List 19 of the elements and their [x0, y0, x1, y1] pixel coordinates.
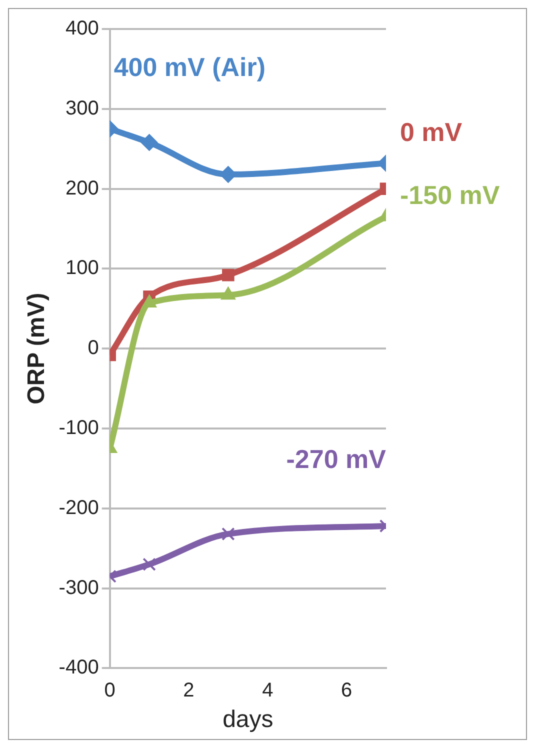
y-tick-label: 0 — [88, 337, 99, 360]
series-label: -150 mV — [400, 180, 500, 210]
y-tick-label: -300 — [58, 576, 99, 599]
series-label: 400 mV (Air) — [114, 52, 266, 82]
y-tick-label: -100 — [58, 417, 99, 440]
series-label: -270 mV — [286, 444, 387, 474]
y-tick-label: -200 — [58, 496, 99, 519]
y-tick-label: -400 — [58, 656, 99, 679]
x-tick-label: 4 — [262, 680, 274, 702]
y-tick-label: 400 — [65, 18, 99, 40]
y-tick-label: 200 — [65, 177, 99, 200]
y-axis-title: ORP (mV) — [23, 292, 50, 404]
series-label: 0 mV — [400, 116, 463, 147]
y-tick-label: 300 — [65, 97, 99, 120]
x-tick-label: 2 — [183, 680, 194, 702]
x-axis-title: days — [222, 706, 274, 734]
x-tick-label: 6 — [340, 680, 352, 702]
y-tick-label: 100 — [65, 257, 99, 280]
x-tick-label: 0 — [104, 680, 116, 702]
